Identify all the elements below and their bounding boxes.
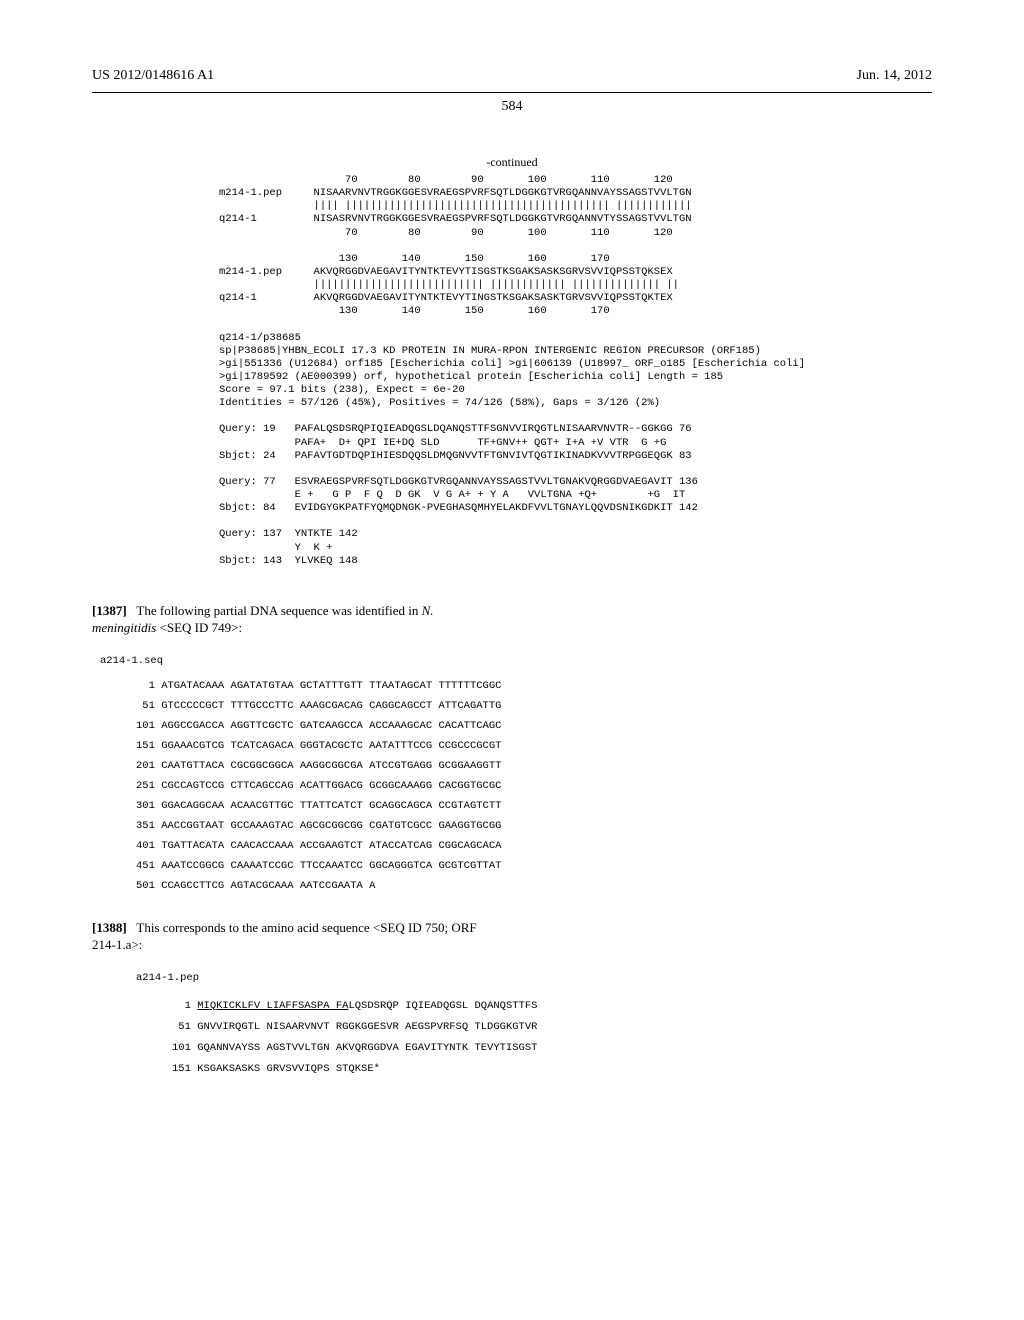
match-bars: |||| |||||||||||||||||||||||||||||||||||…: [219, 200, 692, 212]
sp-line: sp|P38685|YHBN_ECOLI 17.3 KD PROTEIN IN …: [219, 345, 761, 357]
dna-seq-header: a214-1.seq: [100, 655, 932, 667]
seq-line: 151 KSGAKSASKS GRVSVVIQPS STQKSE*: [172, 1063, 380, 1075]
continued-label: -continued: [92, 155, 932, 170]
seq-line: 1 ATGATACAAA AGATATGTAA GCTATTTGTT TTAAT…: [136, 680, 501, 692]
page-header: US 2012/0148616 A1 Jun. 14, 2012: [92, 68, 932, 84]
seq-line: 51 GTCCCCCGCT TTTGCCCTTC AAAGCGACAG CAGG…: [136, 700, 501, 712]
ruler: 130 140 150 160 170: [219, 305, 610, 317]
dna-sequence: 1 ATGATACAAA AGATATGTAA GCTATTTGTT TTAAT…: [136, 677, 932, 896]
pep-seq-header: a214-1.pep: [136, 972, 932, 984]
ruler: 70 80 90 100 110 120: [219, 227, 673, 239]
query-seq: m214-1.pep AKVQRGGDVAEGAVITYNTKTEVYTISGS…: [219, 266, 673, 278]
paragraph-1387: [1387] The following partial DNA sequenc…: [92, 602, 478, 637]
para-text: The following partial DNA sequence was i…: [136, 603, 421, 618]
match-line: E + G P F Q D GK V G A+ + Y A VVLTGNA +Q…: [219, 489, 685, 501]
seq-line: 101 AGGCCGACCA AGGTTCGCTC GATCAAGCCA ACC…: [136, 720, 501, 732]
doc-number: US 2012/0148616 A1: [92, 68, 214, 84]
para-text: This corresponds to the amino acid seque…: [92, 920, 477, 953]
ruler: 70 80 90 100 110 120: [219, 174, 673, 186]
seq-line: 351 AACCGGTAAT GCCAAAGTAC AGCGCGGCGG CGA…: [136, 820, 501, 832]
score-line: Score = 97.1 bits (238), Expect = 6e-20: [219, 384, 465, 396]
blast-header: q214-1/p38685: [219, 332, 301, 344]
gi-line: >gi|551336 (U12684) orf185 [Escherichia …: [219, 358, 805, 370]
signal-peptide: MIQKICKLFV LIAFFSASPA FA: [197, 1000, 348, 1012]
paragraph-1388: [1388] This corresponds to the amino aci…: [92, 919, 478, 954]
query-line: Query: 19 PAFALQSDSRQPIQIEADQGSLDQANQSTT…: [219, 423, 692, 435]
seq-line: 51 GNVVIRQGTL NISAARVNVT RGGKGGESVR AEGS…: [172, 1021, 537, 1033]
gi-line: >gi|1789592 (AE000399) orf, hypothetical…: [219, 371, 723, 383]
match-bars: ||||||||||||||||||||||||||| ||||||||||||…: [219, 279, 679, 291]
sequence-alignment: 70 80 90 100 110 120 m214-1.pep NISAARVN…: [219, 174, 805, 568]
seq-line: 401 TGATTACATA CAACACCAAA ACCGAAGTCT ATA…: [136, 840, 501, 852]
page-number: 584: [92, 99, 932, 115]
seq-line: 1 MIQKICKLFV LIAFFSASPA FALQSDSRQP IQIEA…: [172, 1000, 537, 1012]
query-line: Query: 137 YNTKTE 142: [219, 528, 358, 540]
seq-line: 151 GGAAACGTCG TCATCAGACA GGGTACGCTC AAT…: [136, 740, 501, 752]
seq-line: 451 AAATCCGGCG CAAAATCCGC TTCCAAATCC GGC…: [136, 860, 501, 872]
para-bracket: [1387]: [92, 603, 127, 618]
para-text: <SEQ ID 749>:: [156, 620, 242, 635]
subject-seq: q214-1 AKVQRGGDVAEGAVITYNTKTEVYTINGSTKSG…: [219, 292, 673, 304]
peptide-sequence: 1 MIQKICKLFV LIAFFSASPA FALQSDSRQP IQIEA…: [172, 996, 932, 1080]
patent-page: US 2012/0148616 A1 Jun. 14, 2012 584 -co…: [0, 0, 1024, 1080]
ruler: 130 140 150 160 170: [219, 253, 610, 265]
sbjct-line: Sbjct: 84 EVIDGYGKPATFYQMQDNGK-PVEGHASQM…: [219, 502, 698, 514]
seq-line: 101 GQANNVAYSS AGSTVVLTGN AKVQRGGDVA EGA…: [172, 1042, 537, 1054]
sbjct-line: Sbjct: 24 PAFAVTGDTDQPIHIESDQQSLDMQGNVVT…: [219, 450, 692, 462]
seq-line: 301 GGACAGGCAA ACAACGTTGC TTATTCATCT GCA…: [136, 800, 501, 812]
query-seq: m214-1.pep NISAARVNVTRGGKGGESVRAEGSPVRFS…: [219, 187, 692, 199]
identities-line: Identities = 57/126 (45%), Positives = 7…: [219, 397, 660, 409]
query-line: Query: 77 ESVRAEGSPVRFSQTLDGGKGTVRGQANNV…: [219, 476, 698, 488]
doc-date: Jun. 14, 2012: [857, 68, 932, 84]
match-line: PAFA+ D+ QPI IE+DQ SLD TF+GNV++ QGT+ I+A…: [219, 437, 666, 449]
seq-line: 201 CAATGTTACA CGCGGCGGCA AAGGCGGCGA ATC…: [136, 760, 501, 772]
para-bracket: [1388]: [92, 920, 127, 935]
match-line: Y K +: [219, 542, 332, 554]
subject-seq: q214-1 NISASRVNVTRGGKGGESVRAEGSPVRFSQTLD…: [219, 213, 692, 225]
seq-line: 251 CGCCAGTCCG CTTCAGCCAG ACATTGGACG GCG…: [136, 780, 501, 792]
sbjct-line: Sbjct: 143 YLVKEQ 148: [219, 555, 358, 567]
seq-line: 501 CCAGCCTTCG AGTACGCAAA AATCCGAATA A: [136, 880, 375, 892]
header-rule: [92, 92, 932, 93]
